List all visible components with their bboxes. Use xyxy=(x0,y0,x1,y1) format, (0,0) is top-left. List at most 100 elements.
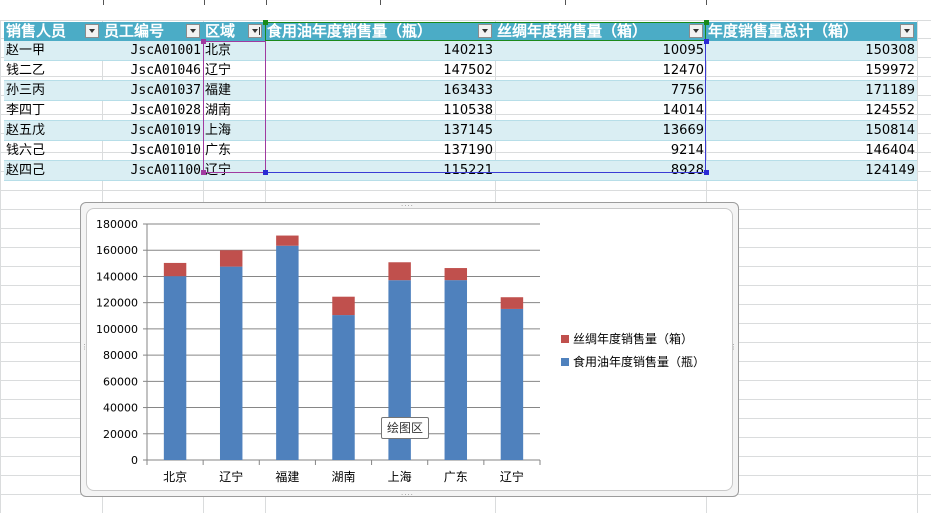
bar-series xyxy=(163,235,524,460)
y-tick-label: 60000 xyxy=(103,375,138,388)
table-cell[interactable]: 赵五戊 xyxy=(4,120,102,141)
table-cell[interactable]: 8928 xyxy=(495,160,706,181)
table-cell[interactable]: 146404 xyxy=(706,140,917,161)
table-cell[interactable]: 福建 xyxy=(203,80,265,101)
table-cell[interactable]: 137145 xyxy=(265,120,495,141)
table-cell[interactable]: 124149 xyxy=(706,160,917,181)
table-cell[interactable]: 163433 xyxy=(265,80,495,101)
table-cell[interactable]: 14014 xyxy=(495,100,706,121)
y-tick-label: 160000 xyxy=(96,244,138,257)
table-cell[interactable]: 10095 xyxy=(495,41,706,61)
y-tick-label: 100000 xyxy=(96,323,138,336)
filter-dropdown-icon[interactable] xyxy=(85,24,99,38)
table-cell[interactable]: 147502 xyxy=(265,60,495,81)
y-tick-label: 0 xyxy=(131,454,138,467)
sales-table: 销售人员 员工编号 区域 食用油年度销售量（瓶） 丝绸年度销售量（箱） 年度销售… xyxy=(4,22,917,181)
header-label: 食用油年度销售量（瓶） xyxy=(267,22,433,40)
header-cell: 年度销售量总计（箱） xyxy=(706,22,917,41)
table-cell[interactable]: JscA01046 xyxy=(102,60,203,81)
resize-grip-left[interactable]: ⋮ xyxy=(81,343,89,351)
header-label: 丝绸年度销售量（箱） xyxy=(497,22,648,40)
bar-silk xyxy=(388,262,411,281)
y-tick-label: 40000 xyxy=(103,402,138,415)
range-handle[interactable] xyxy=(704,20,709,25)
y-axis-ticks: 0 20000 40000 60000 80000 100000 120000 140000 1… xyxy=(96,218,138,467)
bar-oil xyxy=(332,315,355,460)
table-cell[interactable]: JscA01019 xyxy=(102,120,203,141)
table-cell[interactable]: 钱六己 xyxy=(4,140,102,161)
table-cell[interactable]: 171189 xyxy=(706,80,917,101)
legend-swatch xyxy=(561,358,569,366)
table-cell[interactable]: JscA01037 xyxy=(102,80,203,101)
legend-label: 丝绸年度销售量（箱） xyxy=(573,331,693,346)
table-cell[interactable]: 孙三丙 xyxy=(4,80,102,101)
cell-tick xyxy=(204,0,205,5)
table-cell[interactable]: JscA01100 xyxy=(102,160,203,181)
bar-silk xyxy=(444,268,468,281)
filter-dropdown-icon[interactable] xyxy=(186,24,200,38)
table-cell[interactable]: 赵四己 xyxy=(4,160,102,181)
table-cell[interactable]: 钱二乙 xyxy=(4,60,102,81)
table-cell[interactable]: 李四丁 xyxy=(4,100,102,121)
resize-grip-bottom[interactable]: ···· xyxy=(401,491,414,499)
table-cell[interactable]: 137190 xyxy=(265,140,495,161)
sort-filter-icon[interactable] xyxy=(248,24,262,38)
legend-swatch xyxy=(561,335,569,343)
y-tick-label: 20000 xyxy=(103,428,138,441)
range-handle[interactable] xyxy=(704,39,709,44)
filter-dropdown-icon[interactable] xyxy=(900,24,914,38)
range-handle[interactable] xyxy=(263,20,268,25)
table-cell[interactable]: 159972 xyxy=(706,60,917,81)
header-cell: 丝绸年度销售量（箱） xyxy=(495,22,706,41)
x-axis-ticks: 北京 辽宁 福建 湖南 上海 广东 辽宁 xyxy=(146,460,541,484)
cell-tick xyxy=(380,0,381,5)
table-cell[interactable]: 115221 xyxy=(265,160,495,181)
table-cell[interactable]: 9214 xyxy=(495,140,706,161)
resize-grip-right[interactable]: ⋮ xyxy=(730,343,738,351)
cell-tick xyxy=(103,0,104,5)
table-cell[interactable]: 赵一甲 xyxy=(4,41,102,61)
bar-oil xyxy=(163,276,187,460)
filter-dropdown-icon[interactable] xyxy=(689,24,703,38)
x-tick-label: 上海 xyxy=(388,469,412,484)
header-cell: 销售人员 xyxy=(4,22,102,41)
range-handle[interactable] xyxy=(263,170,268,175)
table-row: 赵五戊 JscA01019 上海 137145 13669 150814 xyxy=(4,120,917,141)
bar-silk xyxy=(163,262,187,277)
table-cell[interactable]: 150814 xyxy=(706,120,917,141)
header-label: 区域 xyxy=(205,22,236,40)
table-cell[interactable]: 110538 xyxy=(265,100,495,121)
table-cell[interactable]: 150308 xyxy=(706,41,917,61)
table-cell[interactable]: 广东 xyxy=(203,140,265,161)
table-cell[interactable]: 上海 xyxy=(203,120,265,141)
table-cell[interactable]: 13669 xyxy=(495,120,706,141)
range-handle[interactable] xyxy=(201,170,206,175)
resize-grip-top[interactable]: ···· xyxy=(401,202,414,210)
filter-dropdown-icon[interactable] xyxy=(478,24,492,38)
table-cell[interactable]: 7756 xyxy=(495,80,706,101)
y-tick-label: 80000 xyxy=(103,349,138,362)
y-tick-label: 120000 xyxy=(96,297,138,310)
bar-oil xyxy=(388,280,411,460)
table-cell[interactable]: 湖南 xyxy=(203,100,265,121)
table-cell[interactable]: 140213 xyxy=(265,41,495,61)
table-cell[interactable]: JscA01010 xyxy=(102,140,203,161)
x-tick-label: 福建 xyxy=(275,469,299,484)
table-row: 赵四己 JscA01100 辽宁 115221 8928 124149 xyxy=(4,160,917,181)
table-cell[interactable]: 辽宁 xyxy=(203,160,265,181)
header-label: 销售人员 xyxy=(6,22,67,40)
table-cell[interactable]: 北京 xyxy=(203,41,265,61)
table-cell[interactable]: 12470 xyxy=(495,60,706,81)
table-cell[interactable]: JscA01028 xyxy=(102,100,203,121)
plot-area-tooltip: 绘图区 xyxy=(381,417,430,439)
range-handle[interactable] xyxy=(201,39,206,44)
bar-oil xyxy=(500,308,524,460)
header-cell: 员工编号 xyxy=(102,22,203,41)
table-cell[interactable]: 124552 xyxy=(706,100,917,121)
cell-tick xyxy=(266,0,267,5)
range-handle[interactable] xyxy=(704,170,709,175)
table-cell[interactable]: JscA01001 xyxy=(102,41,203,61)
table-cell[interactable]: 辽宁 xyxy=(203,60,265,81)
table-row: 钱六己 JscA01010 广东 137190 9214 146404 xyxy=(4,140,917,161)
